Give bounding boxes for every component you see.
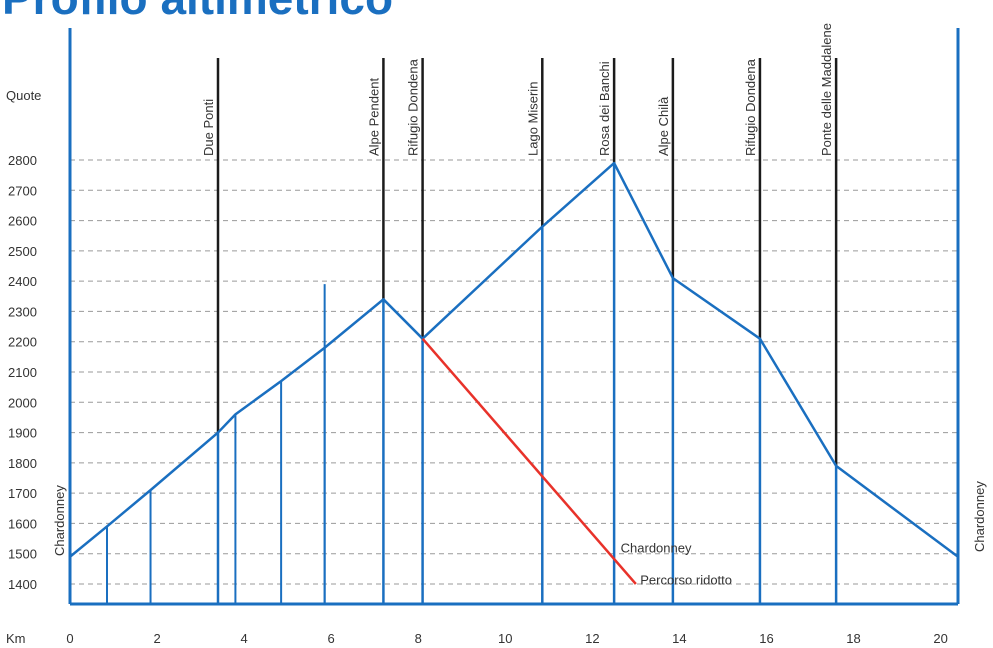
- marker-posts: [106, 58, 838, 604]
- y-tick-label: 2400: [8, 274, 37, 289]
- chart-frame: [68, 28, 960, 606]
- x-tick-label: 8: [415, 631, 422, 646]
- place-label: Rosa dei Banchi: [597, 61, 612, 156]
- x-tick-label: 18: [846, 631, 860, 646]
- x-tick-label: 16: [759, 631, 773, 646]
- y-tick-label: 2100: [8, 365, 37, 380]
- y-tick-label: 2500: [8, 244, 37, 259]
- route-annotation: Chardonney: [621, 541, 692, 556]
- place-label: Due Ponti: [201, 99, 216, 156]
- profile-line: [69, 161, 959, 558]
- series-lines: [69, 161, 959, 585]
- y-tick-label: 1900: [8, 426, 37, 441]
- y-tick-label: 2000: [8, 395, 37, 410]
- y-axis-label: Quote: [6, 88, 41, 103]
- grid: [70, 159, 958, 585]
- x-tick-label: 2: [153, 631, 160, 646]
- y-tick-label: 2200: [8, 335, 37, 350]
- y-tick-label: 2700: [8, 183, 37, 198]
- y-tick-label: 1400: [8, 577, 37, 592]
- place-label: Alpe Pendent: [366, 78, 381, 156]
- place-label: Lago Miserin: [525, 82, 540, 156]
- end-label: Chardonney: [972, 481, 987, 552]
- place-label: Rifugio Dondena: [743, 58, 758, 156]
- chart-title: Profilo altimetrico: [2, 0, 393, 24]
- y-tick-label: 2300: [8, 304, 37, 319]
- place-label: Rifugio Dondena: [406, 58, 421, 156]
- y-tick-label: 1800: [8, 456, 37, 471]
- y-tick-label: 1500: [8, 547, 37, 562]
- route-annotation: Percorso ridotto: [640, 572, 732, 587]
- place-label: Ponte delle Maddalene: [819, 23, 834, 156]
- x-tick-label: 12: [585, 631, 599, 646]
- y-tick-label: 2800: [8, 153, 37, 168]
- x-tick-label: 4: [241, 631, 248, 646]
- x-tick-label: 14: [672, 631, 686, 646]
- start-label: Chardonney: [52, 485, 67, 556]
- place-label: Alpe Chilà: [656, 96, 671, 156]
- y-tick-label: 1700: [8, 486, 37, 501]
- labels: 1400150016001700180019002000210022002300…: [8, 23, 987, 646]
- y-tick-label: 1600: [8, 516, 37, 531]
- x-tick-label: 6: [328, 631, 335, 646]
- x-tick-label: 0: [66, 631, 73, 646]
- y-tick-label: 2600: [8, 214, 37, 229]
- short-route-line: [421, 337, 637, 585]
- x-axis-label: Km: [6, 631, 26, 646]
- x-tick-label: 10: [498, 631, 512, 646]
- x-tick-label: 20: [933, 631, 947, 646]
